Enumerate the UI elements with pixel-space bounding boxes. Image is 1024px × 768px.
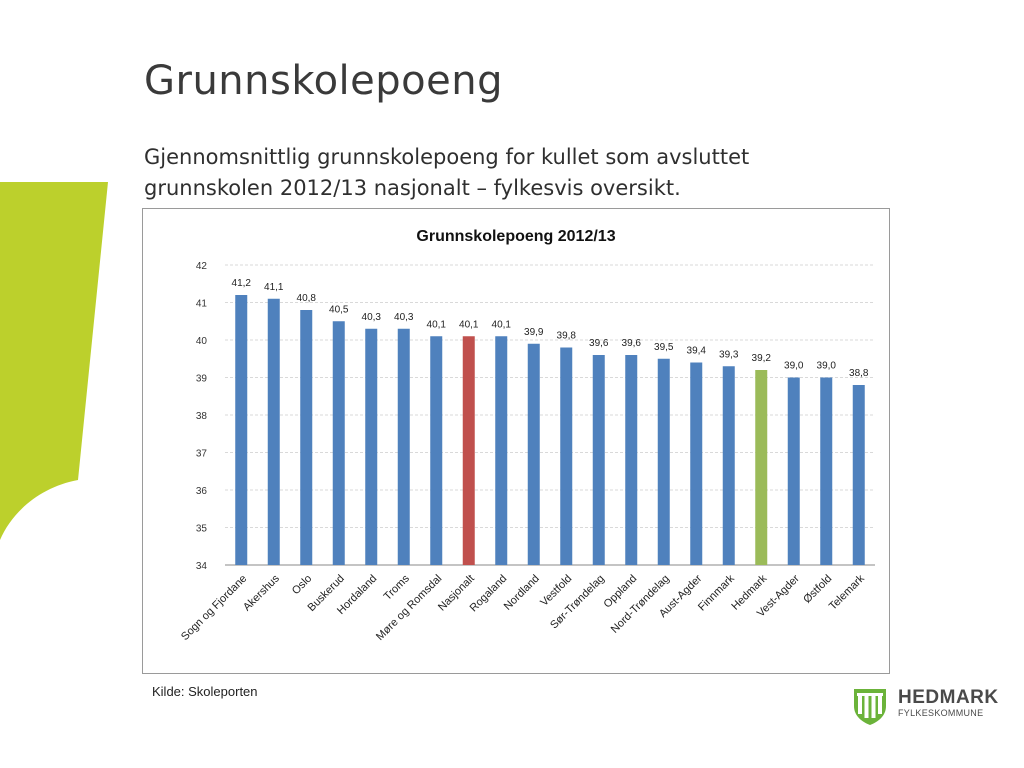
subtitle-line-1: Gjennomsnittlig grunnskolepoeng for kull… xyxy=(144,145,750,169)
data-labels: 41,2 41,1 40,8 40,5 40,3 40,3 40,1 40,1 40,1 39,9… xyxy=(232,278,869,379)
data-label: 39,0 xyxy=(784,361,804,372)
bar xyxy=(787,377,800,565)
data-label: 39,6 xyxy=(589,338,609,349)
bar xyxy=(235,295,248,565)
hedmark-logo: HEDMARK FYLKESKOMMUNE xyxy=(850,686,998,726)
x-tick-label: Nordland xyxy=(502,573,542,613)
source-note: Kilde: Skoleporten xyxy=(152,684,258,699)
x-tick-label: Troms xyxy=(382,572,413,603)
x-tick-label: Oslo xyxy=(290,573,314,597)
bar xyxy=(657,358,670,565)
x-tick-label: Nord-Trøndelag xyxy=(609,573,672,636)
bar xyxy=(852,385,865,565)
y-tick-label: 35 xyxy=(196,524,208,535)
y-tick-label: 34 xyxy=(196,561,208,572)
bar-chart: Grunnskolepoeng 2012/13 41,2 41,1 40,8 40,5… xyxy=(179,228,875,643)
data-label: 40,8 xyxy=(297,293,317,304)
bar xyxy=(300,310,313,565)
bar xyxy=(495,336,508,565)
data-label: 40,3 xyxy=(362,312,382,323)
data-label: 40,1 xyxy=(459,319,479,330)
subtitle-line-2: grunnskolen 2012/13 nasjonalt – fylkesvi… xyxy=(144,176,681,200)
x-tick-label: Finnmark xyxy=(696,572,737,613)
bar xyxy=(755,370,768,565)
bar xyxy=(722,366,735,565)
data-label: 40,5 xyxy=(329,304,349,315)
y-tick-label: 40 xyxy=(196,336,208,347)
decorative-accent-shape xyxy=(0,182,108,540)
bar xyxy=(430,336,443,565)
x-tick-label: Sogn og Fjordane xyxy=(179,573,249,643)
data-label: 39,5 xyxy=(654,342,674,353)
bar xyxy=(267,298,280,565)
chart-frame: Grunnskolepoeng 2012/13 41,2 41,1 40,8 40,5… xyxy=(142,208,890,674)
x-tick-label: Telemark xyxy=(827,572,867,612)
grid-lines xyxy=(225,264,875,566)
bar xyxy=(365,328,378,565)
bar xyxy=(397,328,410,565)
bar xyxy=(527,343,540,565)
chart-title: Grunnskolepoeng 2012/13 xyxy=(416,228,615,245)
hedmark-coat-of-arms-icon xyxy=(854,689,886,725)
logo-subtitle: FYLKESKOMMUNE xyxy=(898,708,984,718)
data-label: 39,3 xyxy=(719,349,739,360)
y-tick-label: 41 xyxy=(196,299,208,310)
bar xyxy=(820,377,833,565)
y-tick-label: 42 xyxy=(196,261,208,272)
bar xyxy=(462,336,475,565)
y-axis-ticks: 34 35 36 37 38 39 40 41 42 xyxy=(196,261,208,572)
bar xyxy=(332,321,345,565)
data-label: 39,6 xyxy=(622,338,642,349)
data-label: 40,1 xyxy=(492,319,512,330)
bar xyxy=(592,355,605,565)
data-label: 40,1 xyxy=(427,319,447,330)
slide-subtitle: Gjennomsnittlig grunnskolepoeng for kull… xyxy=(144,142,864,204)
bars xyxy=(235,295,865,565)
data-label: 40,3 xyxy=(394,312,414,323)
bar xyxy=(690,362,703,565)
y-tick-label: 36 xyxy=(196,486,208,497)
data-label: 39,2 xyxy=(752,353,772,364)
data-label: 39,9 xyxy=(524,327,544,338)
y-tick-label: 38 xyxy=(196,411,208,422)
slide-title: Grunnskolepoeng xyxy=(144,58,503,104)
bar xyxy=(560,347,573,565)
bar xyxy=(625,355,638,565)
data-label: 39,0 xyxy=(817,361,837,372)
data-label: 41,1 xyxy=(264,282,284,293)
data-label: 38,8 xyxy=(849,368,869,379)
data-label: 41,2 xyxy=(232,278,252,289)
y-tick-label: 39 xyxy=(196,374,208,385)
logo-name: HEDMARK xyxy=(898,687,999,708)
y-tick-label: 37 xyxy=(196,449,208,460)
data-label: 39,4 xyxy=(687,346,707,357)
data-label: 39,8 xyxy=(557,331,577,342)
x-tick-label: Akershus xyxy=(241,572,282,613)
